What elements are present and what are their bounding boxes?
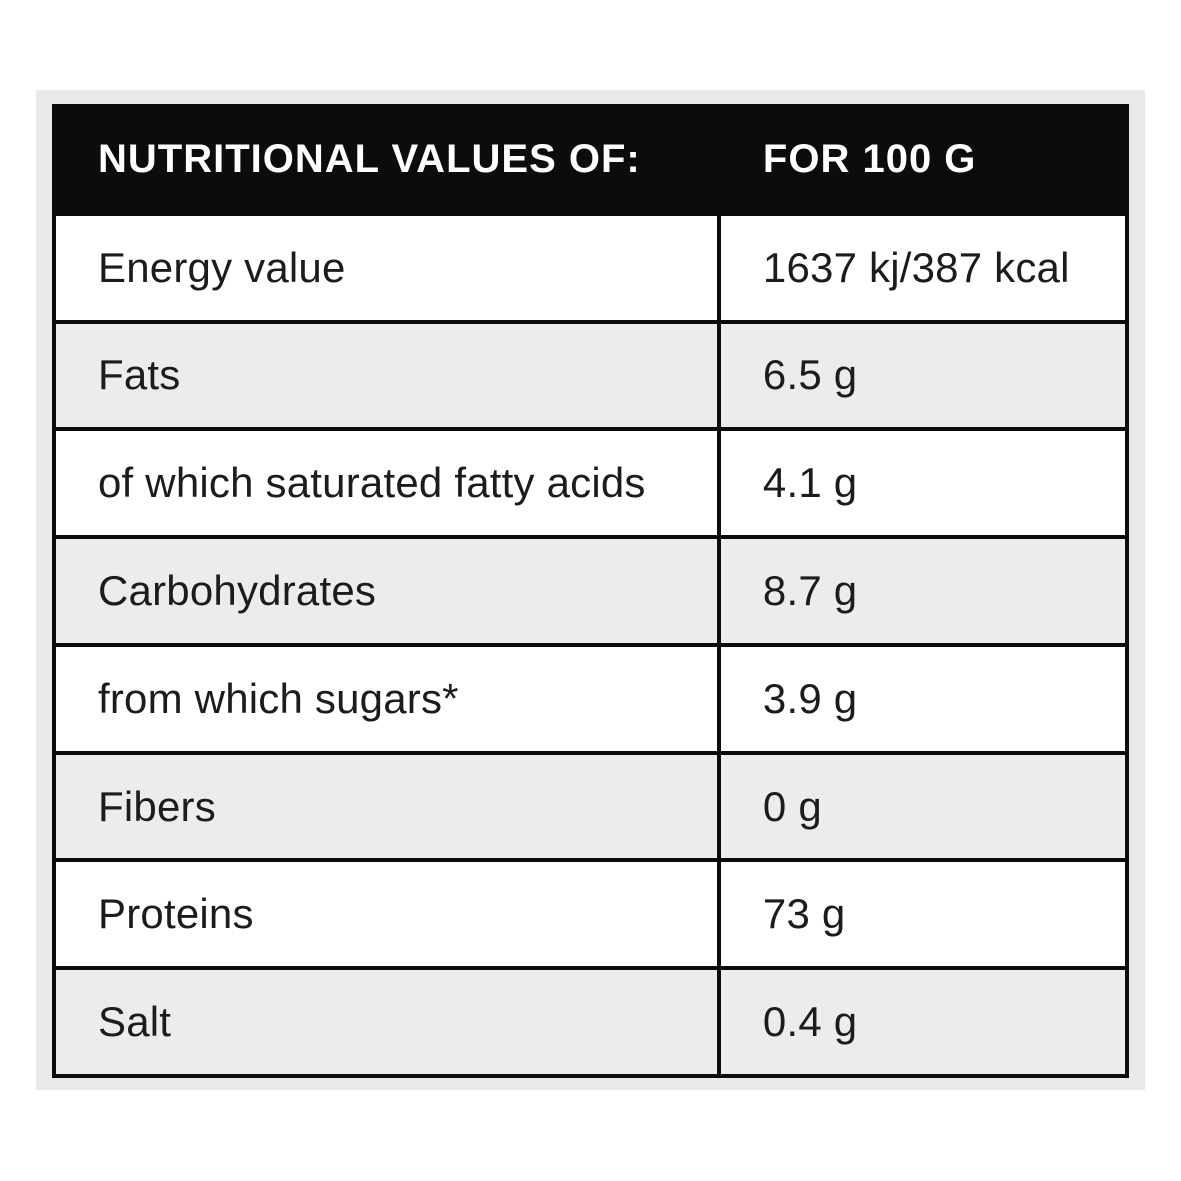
nutrient-value: 0.4 g [762, 998, 858, 1046]
table-row: Fats 6.5 g [56, 319, 1125, 428]
header-title: NUTRITIONAL VALUES OF: [98, 137, 641, 182]
table-row: Fibers 0 g [56, 750, 1125, 859]
table-header-row: NUTRITIONAL VALUES OF: FOR 100 G [56, 108, 1125, 212]
nutrient-label: Salt [56, 970, 721, 1075]
table-row: Carbohydrates 8.7 g [56, 535, 1125, 643]
table-row: from which sugars* 3.9 g [56, 642, 1125, 751]
nutrient-label: Fibers [56, 754, 721, 859]
nutrient-label: of which saturated fatty acids [56, 431, 721, 536]
nutrient-label: Fats [56, 323, 721, 428]
nutrient-value: 8.7 g [762, 567, 858, 615]
nutrient-value: 1637 kj/387 kcal [762, 243, 1070, 291]
nutrient-value: 6.5 g [762, 351, 858, 399]
header-serving-size: FOR 100 G [762, 137, 977, 182]
nutrient-label: from which sugars* [56, 646, 721, 751]
nutrient-label: Carbohydrates [56, 539, 721, 643]
table-row: Salt 0.4 g [56, 966, 1125, 1075]
nutrient-label: Proteins [56, 862, 721, 967]
nutrient-label: Energy value [56, 215, 721, 320]
table-row: Proteins 73 g [56, 858, 1125, 967]
nutrient-value: 73 g [762, 890, 846, 938]
table-row: Energy value 1637 kj/387 kcal [56, 211, 1125, 320]
nutrient-value: 4.1 g [762, 459, 858, 507]
nutrient-value: 0 g [762, 782, 822, 830]
table-row: of which saturated fatty acids 4.1 g [56, 427, 1125, 536]
nutrition-facts-table: NUTRITIONAL VALUES OF: FOR 100 G Energy … [52, 104, 1129, 1078]
nutrient-value: 3.9 g [762, 674, 858, 722]
nutrition-table-frame: NUTRITIONAL VALUES OF: FOR 100 G Energy … [36, 90, 1145, 1090]
